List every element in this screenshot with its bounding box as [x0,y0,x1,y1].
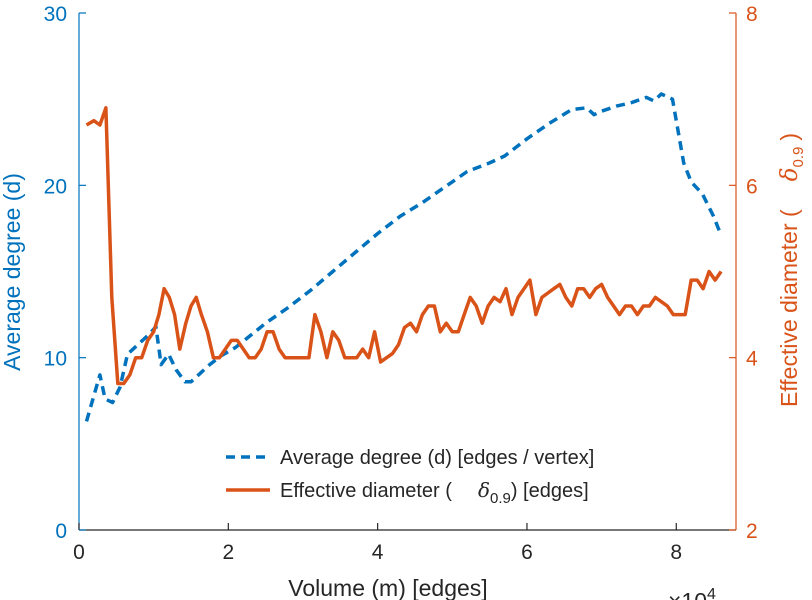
y-left-tick-label: 30 [44,3,67,26]
x-exponent-power: 4 [707,586,716,600]
series-layer [84,92,723,422]
series-line-average-degree [84,92,723,422]
y-right-tick-label: 6 [746,175,758,198]
x-tick-label: 4 [372,541,384,564]
y-right-tick-label: 4 [746,348,758,371]
legend-label-effective-diameter: Effective diameter ( δ0.9) [edges] [280,478,589,507]
y-right-label-suffix: ) [776,133,802,141]
x-exponent-base: ×10 [668,588,707,600]
y-left-tick-label: 0 [55,520,67,543]
x-tick-label: 0 [73,541,85,564]
legend-label-ed-symbol: δ [478,478,490,502]
plot-frame [78,13,737,531]
x-axis-exponent: ×104 [668,586,716,600]
y-right-label-prefix: Effective diameter ( [776,209,802,407]
ticks-layer: 0 2 4 6 8 0 10 20 30 2 4 6 8 [44,3,758,564]
y-right-label-symbol: δ [777,167,803,181]
legend: Average degree (d) [edges / vertex] Effe… [226,447,594,507]
legend-label-average-degree: Average degree (d) [edges / vertex] [280,447,594,469]
legend-label-ed-prefix: Effective diameter ( [280,480,452,502]
x-axis-label: Volume (m) [edges] [288,575,487,600]
series-line-effective-diameter [85,106,723,386]
y-right-axis-label: Effective diameter ( δ0.9) [776,133,807,407]
x-tick-label: 6 [521,541,533,564]
y-right-tick-label: 2 [746,520,758,543]
x-tick-label: 2 [222,541,234,564]
y-right-label-sub: 0.9 [790,147,807,168]
legend-label-ed-suffix: ) [edges] [511,480,589,502]
y-left-axis-label: Average degree (d) [0,173,25,371]
x-tick-label: 8 [670,541,682,564]
y-right-tick-label: 8 [746,3,758,26]
y-left-tick-label: 20 [44,175,67,198]
y-left-tick-label: 10 [44,348,67,371]
legend-label-ed-sub: 0.9 [490,490,511,507]
